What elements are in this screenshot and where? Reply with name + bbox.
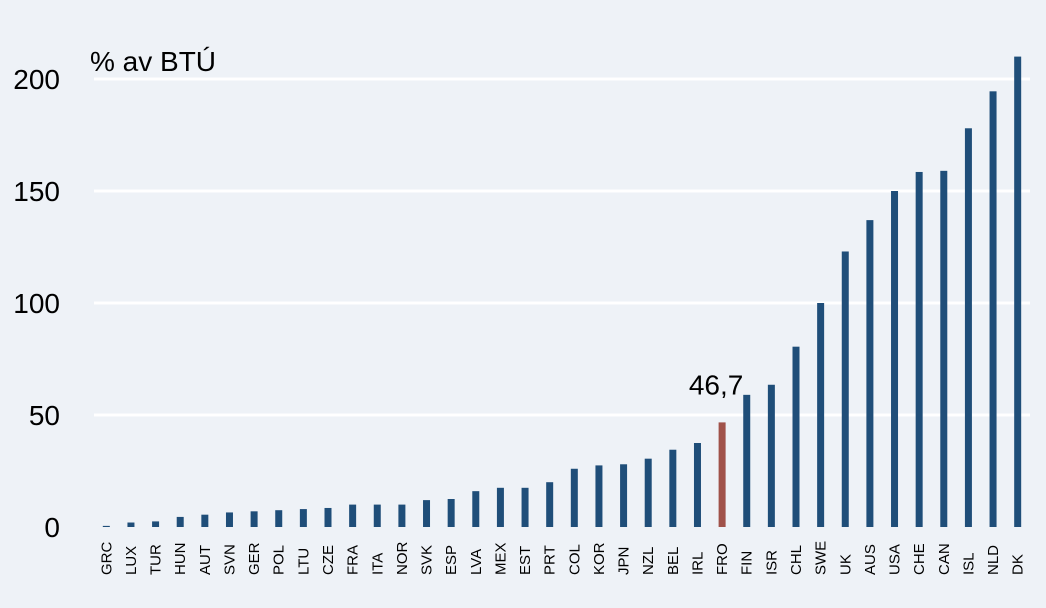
x-tick-label: COL [566, 544, 583, 575]
x-tick-label: ESP [443, 545, 460, 575]
x-tick-label: DK [1010, 554, 1027, 575]
x-tick-label: HUN [172, 543, 189, 576]
x-tick-label: FIN [739, 551, 756, 575]
gridlines [94, 77, 1030, 417]
y-tick-label: 50 [29, 400, 60, 431]
x-tick-label: ITA [369, 553, 386, 575]
bar-jpn [620, 464, 628, 527]
x-tick-label: FRO [714, 543, 731, 575]
bar-hun [176, 516, 184, 527]
x-tick-label: ISR [763, 550, 780, 575]
bar-pol [275, 510, 283, 527]
y-tick-label: 100 [13, 288, 60, 319]
bar-est [521, 487, 529, 527]
bar-chl [792, 346, 800, 527]
bars [102, 56, 1022, 528]
bar-tur [152, 521, 160, 527]
bar-svk [423, 500, 431, 527]
x-tick-label: NOR [394, 542, 411, 576]
x-axis-ticks: GRC LUX TUR HUN AUT SVN GER POL LTU CZE FRA ITA NOR S… [98, 541, 1026, 575]
x-tick-label: LTU [295, 548, 312, 575]
x-tick-label: JPN [616, 547, 633, 575]
x-tick-label: PRT [542, 545, 559, 575]
bar-nzl [644, 458, 652, 527]
highlight-value-label: 46,7 [689, 369, 744, 400]
bar-ger [250, 511, 258, 527]
x-tick-label: EST [517, 546, 534, 575]
x-tick-label: CAN [936, 543, 953, 575]
bar-can [940, 170, 948, 527]
x-tick-label: USA [887, 544, 904, 575]
bar-bel [669, 449, 677, 527]
x-tick-label: NZL [640, 547, 657, 575]
x-tick-label: UK [837, 554, 854, 575]
x-tick-label: GRC [98, 542, 115, 576]
y-tick-label: 200 [13, 64, 60, 95]
x-tick-label: TUR [148, 544, 165, 575]
x-tick-label: CZE [320, 545, 337, 575]
bar-ltu [299, 509, 307, 527]
x-tick-label: BEL [665, 547, 682, 575]
bar-uk [841, 251, 849, 528]
x-tick-label: FRA [345, 545, 362, 575]
bar-esp [447, 499, 455, 527]
bar-col [570, 468, 578, 527]
bar-isl [964, 128, 972, 527]
x-tick-label: ISL [960, 552, 977, 575]
bar-kor [595, 465, 603, 527]
bar-fra [349, 504, 357, 527]
bar-prt [546, 482, 554, 527]
bar-nor [398, 504, 406, 527]
bar-che [915, 171, 923, 527]
bar-aus [866, 220, 874, 527]
x-tick-label: MEX [492, 542, 509, 575]
x-tick-label: CHE [911, 543, 928, 575]
x-tick-label: IRL [689, 552, 706, 575]
bar-svn [225, 512, 233, 527]
bar-irl [693, 443, 701, 527]
unit-label: % av BTÚ [90, 46, 216, 77]
x-tick-label: KOR [591, 542, 608, 575]
bar-lux [127, 522, 135, 527]
bar-grc [102, 525, 110, 527]
bar-fro [718, 422, 726, 527]
x-tick-label: SWE [813, 541, 830, 575]
y-tick-label: 150 [13, 176, 60, 207]
bar-aut [201, 514, 209, 527]
bar-usa [891, 191, 899, 527]
bar-cze [324, 507, 332, 527]
x-tick-label: LVA [468, 549, 485, 575]
bar-mex [496, 487, 504, 527]
x-tick-label: NLD [985, 545, 1002, 575]
x-tick-label: CHL [788, 545, 805, 575]
x-tick-label: POL [271, 545, 288, 575]
bar-ita [373, 504, 381, 527]
x-tick-label: AUT [197, 545, 214, 575]
y-axis-ticks: 0 50 100 150 200 [13, 64, 60, 543]
x-tick-label: GER [246, 542, 263, 575]
x-tick-label: LUX [123, 546, 140, 575]
bar-swe [817, 303, 825, 527]
bar-lva [472, 491, 480, 527]
bar-isr [767, 384, 775, 527]
bar-dk [1014, 56, 1022, 527]
bar-fin [743, 394, 751, 527]
x-tick-label: SVN [221, 544, 238, 575]
y-tick-label: 0 [44, 512, 60, 543]
x-tick-label: AUS [862, 544, 879, 575]
x-tick-label: SVK [419, 545, 436, 575]
bar-nld [989, 91, 997, 527]
